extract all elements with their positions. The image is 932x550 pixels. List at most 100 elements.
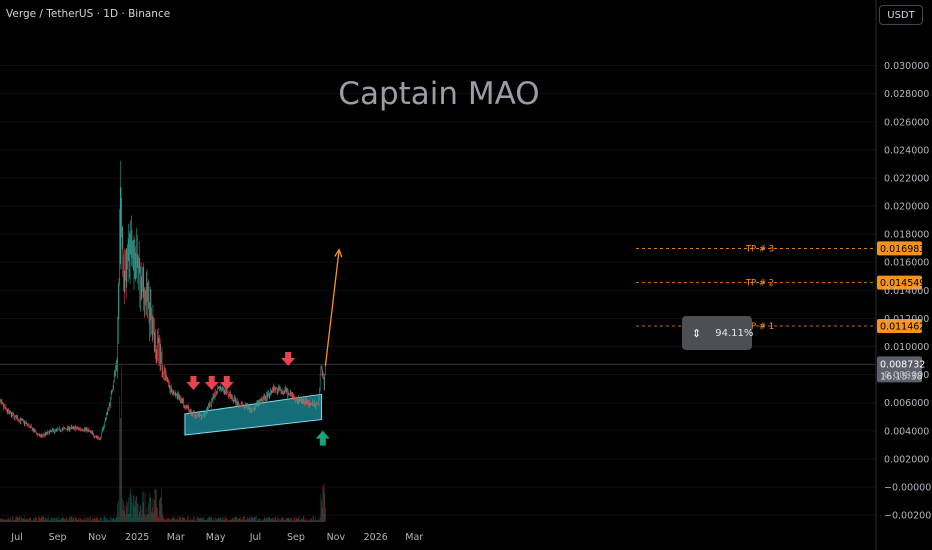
- volume-bar: [267, 517, 269, 522]
- volume-bar: [314, 520, 316, 522]
- volume-bar: [142, 502, 144, 522]
- volume-bar: [272, 517, 273, 522]
- volume-bar: [186, 520, 188, 522]
- volume-bar: [29, 517, 31, 522]
- volume-bar: [25, 518, 26, 522]
- volume-bar: [293, 520, 294, 522]
- volume-bar: [138, 511, 140, 522]
- y-tick-label: 0.022000: [884, 173, 929, 184]
- volume-bar: [201, 517, 203, 522]
- volume-bar: [176, 518, 177, 522]
- volume-bar: [9, 519, 11, 522]
- volume-bar: [249, 517, 250, 522]
- volume-bar: [253, 518, 254, 522]
- volume-bar: [79, 520, 81, 522]
- volume-bar: [170, 518, 172, 522]
- volume-bar: [31, 520, 32, 522]
- volume-bar: [87, 517, 89, 522]
- volume-bar: [10, 520, 12, 522]
- volume-bar: [212, 520, 214, 522]
- volume-bar: [296, 517, 297, 522]
- volume-bar: [18, 518, 19, 522]
- volume-bar: [207, 519, 209, 522]
- volume-bar: [294, 517, 296, 522]
- volume-bar: [161, 504, 163, 522]
- volume-bar: [223, 517, 225, 522]
- volume-bar: [85, 518, 86, 522]
- volume-bar: [187, 516, 189, 522]
- volume-bar: [112, 517, 114, 522]
- volume-bar: [137, 502, 139, 522]
- volume-bar: [159, 497, 161, 522]
- volume-bar: [276, 519, 278, 522]
- volume-bar: [133, 495, 135, 522]
- volume-bar: [7, 517, 9, 522]
- volume-bar: [2, 519, 4, 522]
- volume-bar: [243, 516, 245, 522]
- currency-button[interactable]: USDT: [879, 5, 923, 25]
- volume-bar: [214, 519, 216, 522]
- volume-bar: [265, 518, 267, 522]
- volume-bar: [101, 518, 103, 522]
- volume-bar: [238, 519, 239, 522]
- volume-bar: [277, 516, 279, 522]
- volume-bar: [263, 520, 264, 522]
- volume-bar: [77, 519, 79, 522]
- volume-bar: [52, 520, 54, 522]
- volume-bar: [184, 518, 186, 522]
- volume-bar: [300, 520, 301, 522]
- volume-bar: [276, 519, 277, 522]
- volume-bar: [189, 520, 190, 522]
- volume-bar: [115, 518, 117, 522]
- volume-bar: [58, 519, 60, 522]
- volume-bar: [296, 518, 298, 522]
- volume-bar: [242, 516, 244, 522]
- volume-bar: [116, 517, 118, 522]
- volume-bar: [69, 519, 71, 522]
- volume-bar: [306, 518, 308, 522]
- volume-bar: [51, 517, 53, 522]
- current-price-label: 0.008732: [880, 359, 925, 370]
- volume-bar: [88, 520, 90, 522]
- volume-bar: [134, 506, 135, 522]
- down-arrow-marker: [204, 376, 219, 390]
- volume-bar: [246, 519, 247, 522]
- volume-bar: [82, 519, 84, 522]
- volume-bar: [240, 516, 241, 522]
- volume-bar: [15, 516, 17, 522]
- volume-bar: [283, 517, 284, 522]
- volume-bar: [131, 517, 133, 522]
- volume-bar: [33, 518, 34, 522]
- grid-lines: [0, 65, 876, 516]
- volume-bar: [306, 520, 307, 522]
- volume-bar: [224, 519, 226, 522]
- volume-bar: [321, 499, 322, 522]
- volume-bar: [198, 518, 200, 522]
- volume-bar: [84, 520, 86, 522]
- measure-label: 94.11%: [715, 327, 754, 339]
- volume-bar: [232, 517, 234, 522]
- volume-bar: [154, 489, 156, 522]
- volume-bar: [87, 518, 88, 522]
- symbol-title[interactable]: Verge / TetherUS · 1D · Binance: [6, 8, 171, 20]
- volume-bar: [89, 517, 90, 522]
- volume-bar: [274, 516, 276, 522]
- volume-bar: [61, 518, 63, 522]
- volume-bar: [270, 518, 271, 522]
- volume-bar: [244, 516, 245, 522]
- volume-bar: [34, 519, 36, 522]
- volume-bar: [19, 520, 21, 522]
- volume-bar: [86, 516, 88, 522]
- volume-bar: [225, 516, 226, 522]
- volume-bar: [20, 516, 22, 522]
- volume-bar: [128, 497, 130, 522]
- volume-bar: [315, 520, 317, 522]
- volume-bar: [214, 520, 215, 522]
- volume-bar: [200, 518, 201, 522]
- volume-bar: [68, 518, 69, 522]
- volume-bar: [153, 500, 155, 522]
- volume-bar: [53, 518, 54, 522]
- volume-bar: [144, 514, 145, 522]
- volume-bar: [283, 520, 285, 522]
